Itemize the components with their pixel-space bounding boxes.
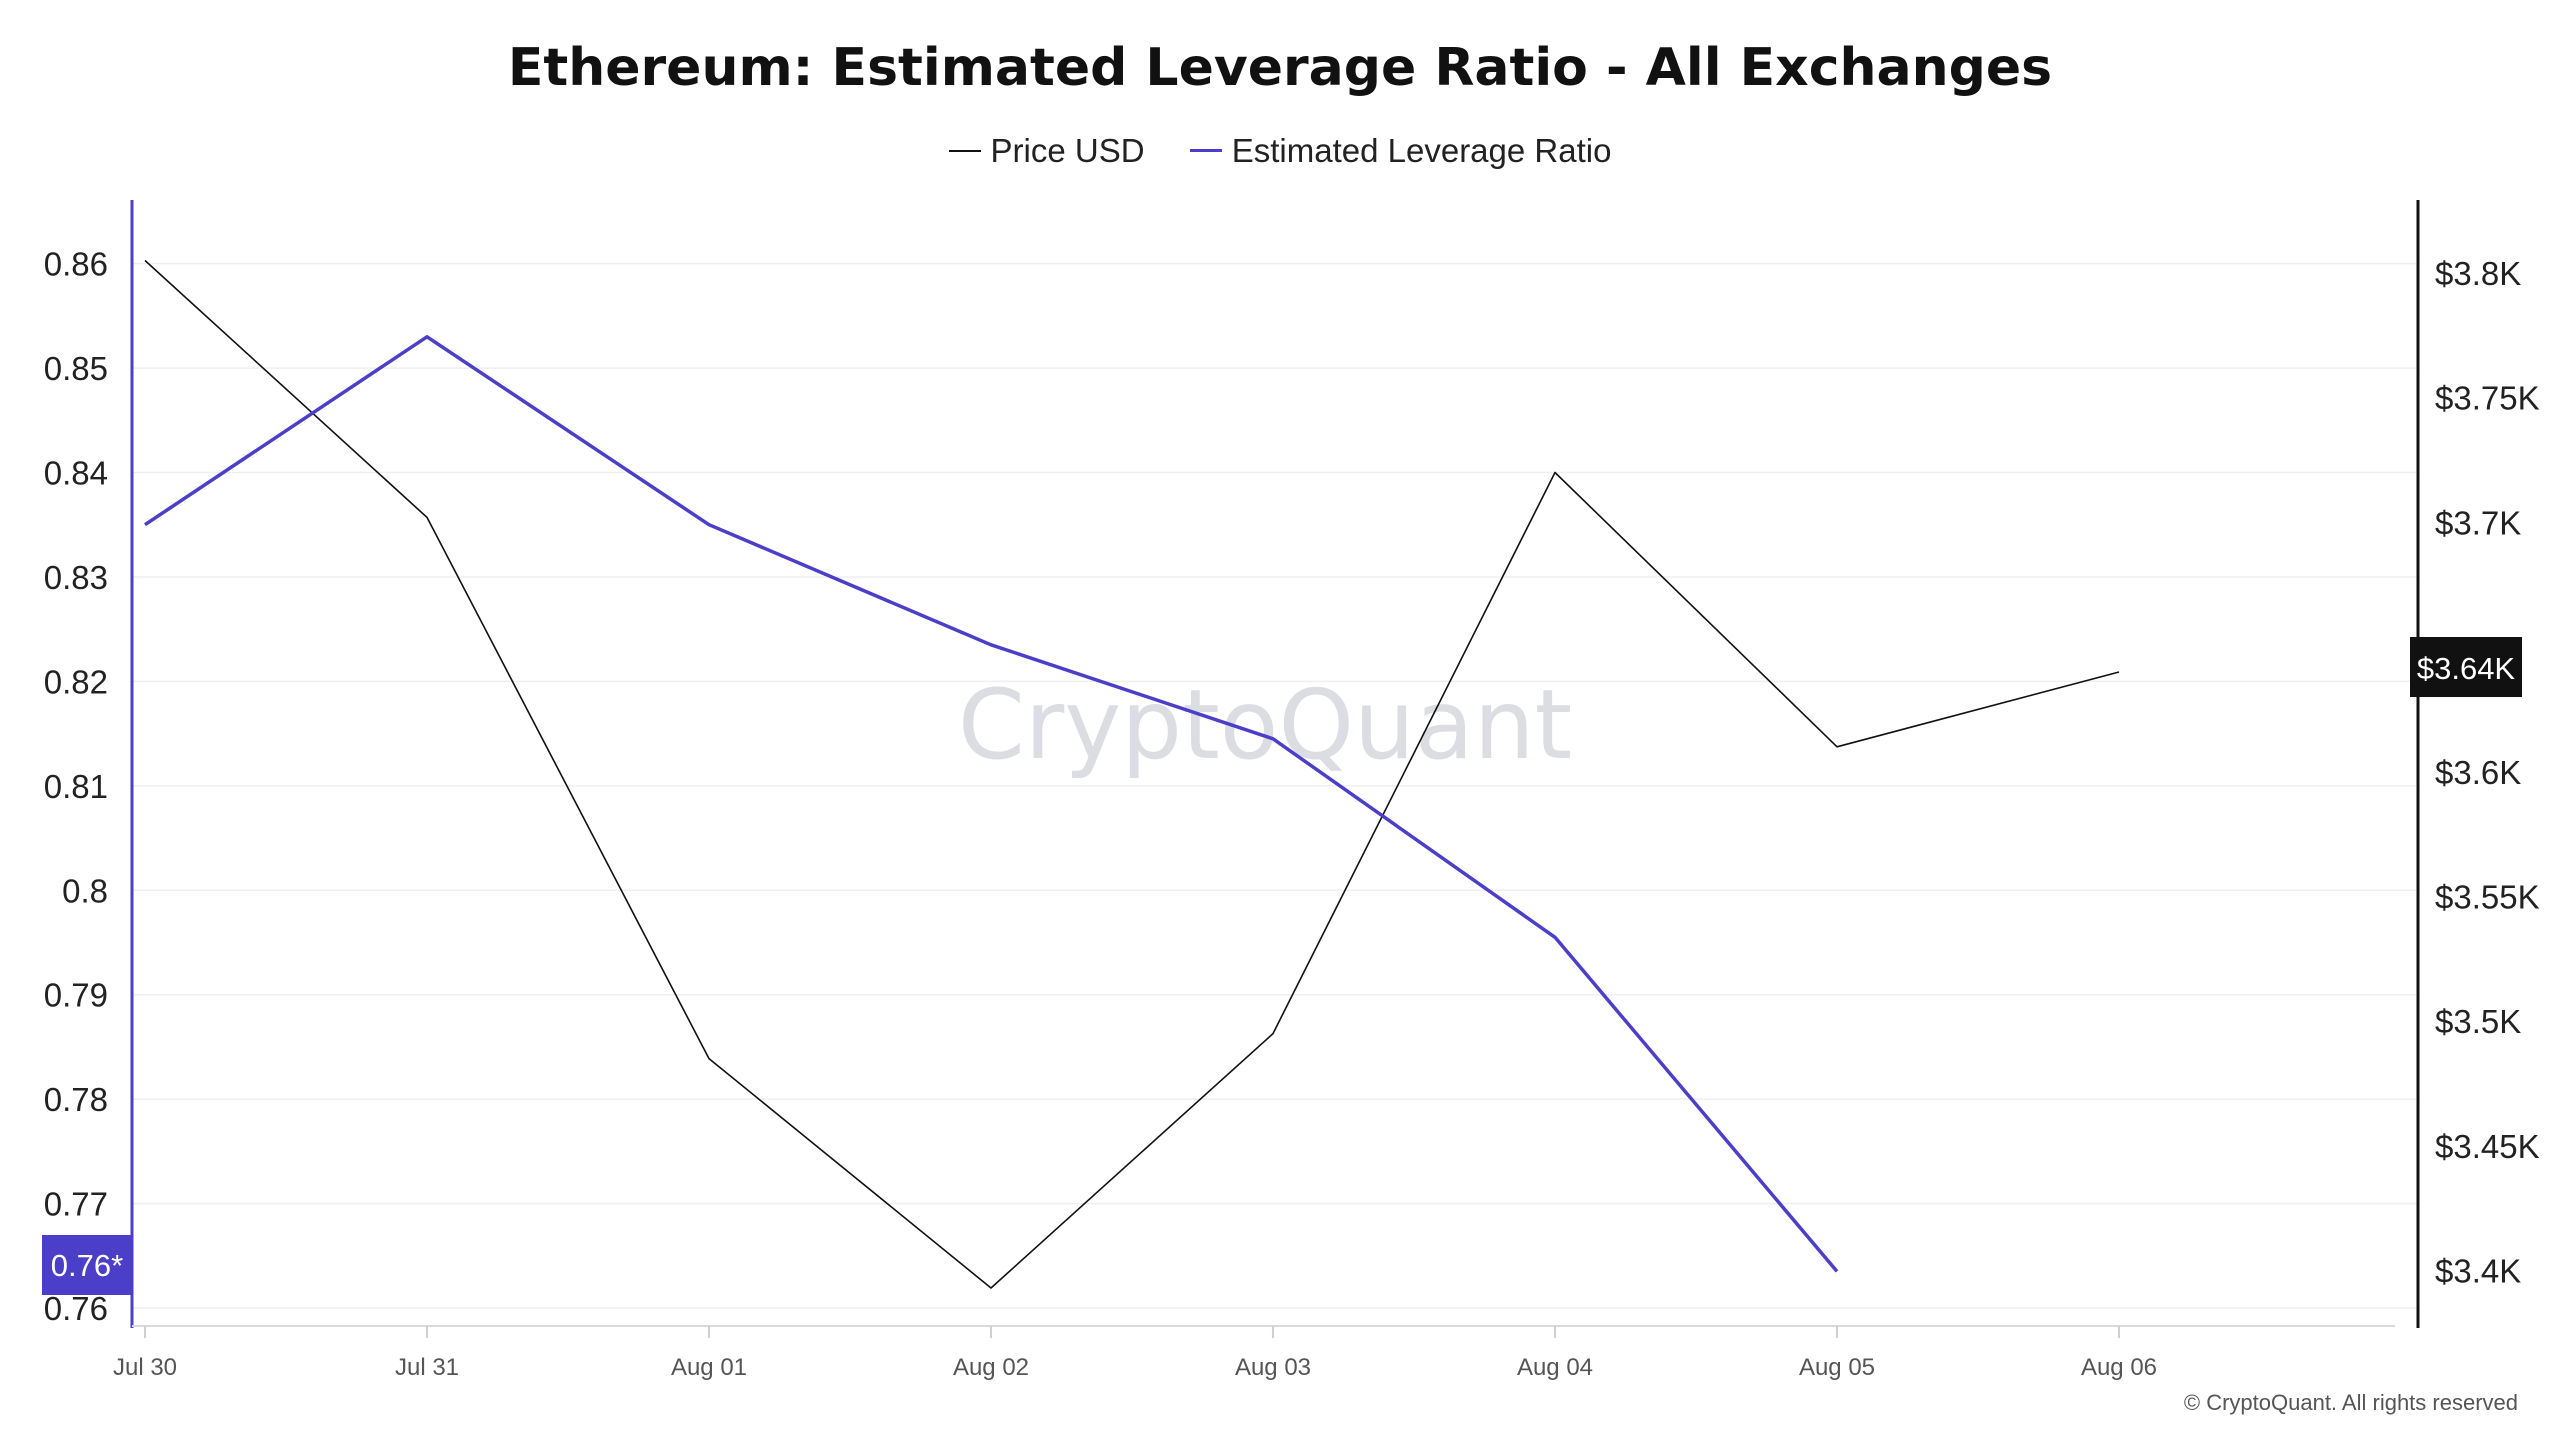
left-tick-label-4: 0.8 [62,872,108,909]
left-tick-label-0: 0.76 [44,1290,108,1327]
chart-axes [130,200,2420,1338]
right-tick-label-2: $3.5K [2435,1003,2521,1040]
left-tick-label-1: 0.77 [44,1186,108,1223]
x-tick-label-5: Aug 04 [1517,1354,1593,1381]
right-current-badge-label: $3.64K [2417,651,2516,686]
right-tick-label-0: $3.4K [2435,1253,2521,1290]
series-line-price [144,259,2120,1289]
right-tick-label-8: $3.8K [2435,255,2521,292]
right-tick-label-4: $3.6K [2435,754,2521,791]
current-value-badges: 0.76* $3.64K [42,637,2522,1295]
left-current-badge-label: 0.76* [51,1248,123,1283]
legend-swatch-leverage [1189,149,1222,152]
grid-lines [132,262,2418,1309]
left-tick-label-2: 0.78 [44,1081,108,1118]
left-tick-label-3: 0.79 [44,977,108,1014]
x-tick-label-0: Jul 30 [113,1354,177,1381]
left-tick-label-6: 0.82 [44,663,108,700]
left-tick-label-8: 0.84 [44,455,108,492]
x-tick-label-2: Aug 01 [671,1354,747,1381]
chart-legend: Price USD Estimated Leverage Ratio [0,122,2560,170]
right-current-badge [2410,637,2522,698]
right-tick-label-6: $3.7K [2435,504,2521,541]
right-tick-label-3: $3.55K [2435,878,2540,915]
chart-tick-labels: Jul 30 Jul 31 Aug 01 Aug 02 Aug 03 Aug 04 Aug … [44,246,2540,1381]
x-tick-label-4: Aug 03 [1235,1354,1311,1381]
legend-item-leverage[interactable]: Estimated Leverage Ratio [1189,131,1612,170]
left-tick-label-10: 0.86 [44,246,108,283]
left-current-badge [42,1235,132,1295]
x-tick-label-6: Aug 05 [1799,1354,1875,1381]
left-tick-label-5: 0.81 [44,768,108,805]
legend-label-leverage: Estimated Leverage Ratio [1231,131,1612,169]
copyright-text: © CryptoQuant. All rights reserved [2183,1390,2518,1415]
right-tick-label-1: $3.45K [2435,1128,2540,1165]
legend-item-price[interactable]: Price USD [948,132,1145,170]
series-line-leverage [144,335,1839,1273]
watermark-text: CryptoQuant [958,669,1572,781]
left-tick-label-7: 0.83 [44,559,108,596]
legend-label-price: Price USD [990,132,1145,169]
chart-series [144,259,2120,1289]
x-tick-label-1: Jul 31 [395,1354,459,1381]
x-tick-label-3: Aug 02 [953,1354,1029,1381]
chart-title: Ethereum: Estimated Leverage Ratio - All… [507,38,2053,98]
legend-swatch-price [948,150,981,152]
right-tick-label-7: $3.75K [2435,380,2540,417]
left-tick-label-9: 0.85 [44,350,108,387]
x-tick-label-7: Aug 06 [2081,1354,2157,1381]
